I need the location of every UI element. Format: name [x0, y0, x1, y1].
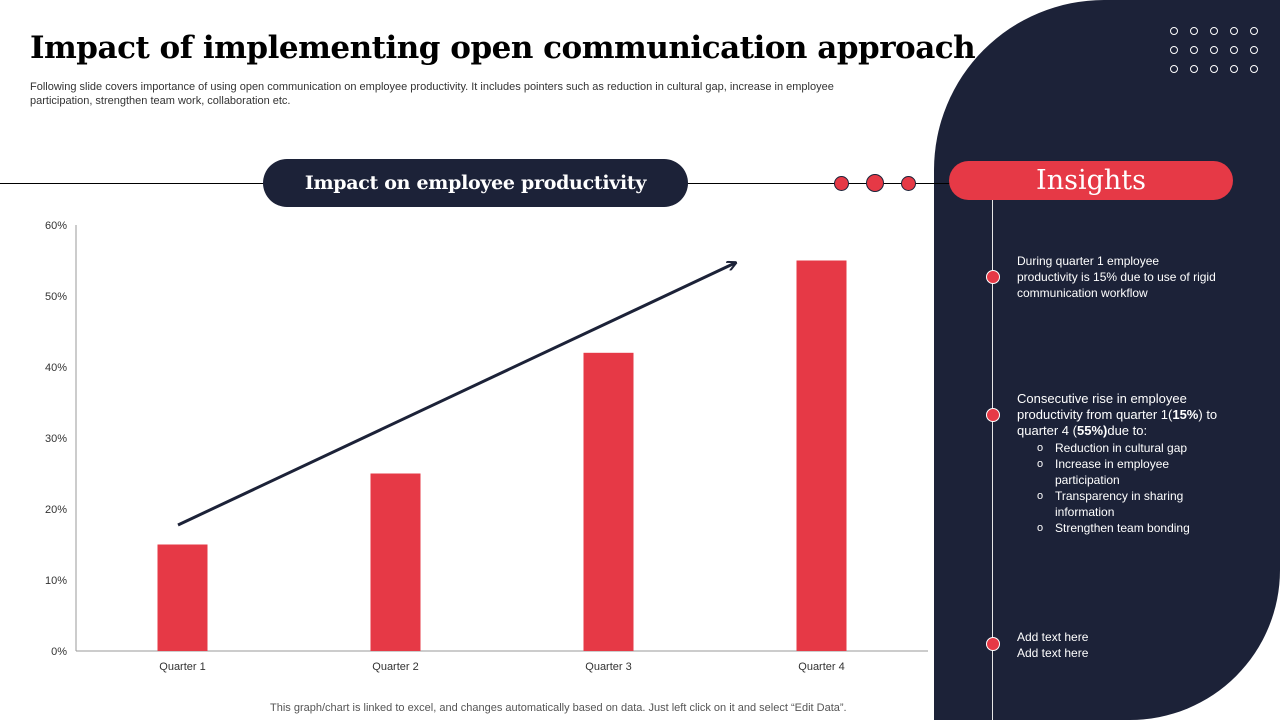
bullet-item: Strengthen team bonding: [1017, 520, 1227, 536]
bullet-item: Transparency in sharing information: [1017, 488, 1227, 520]
insight-bullets: Reduction in cultural gap Increase in em…: [1017, 440, 1227, 536]
insight-item-3: Add text here Add text here: [1017, 629, 1217, 661]
insight-marker: [986, 408, 1000, 422]
decorative-dot: [901, 176, 916, 191]
decorative-dot-grid: [1170, 27, 1258, 73]
bar: [796, 260, 847, 651]
insight-item-1: During quarter 1 employee productivity i…: [1017, 253, 1217, 301]
insight-item-2: Consecutive rise in employee productivit…: [1017, 391, 1227, 536]
placeholder-text: Add text here: [1017, 630, 1089, 644]
page-number: 40: [1243, 697, 1256, 709]
insights-heading: Insights: [949, 161, 1233, 200]
bullet-item: Reduction in cultural gap: [1017, 440, 1227, 456]
insight-text-1: During quarter 1 employee productivity i…: [1017, 254, 1216, 300]
y-tick-label: 60%: [45, 220, 67, 232]
insights-panel: [934, 0, 1280, 720]
x-tick-label: Quarter 2: [372, 661, 418, 673]
bullet-item: Increase in employee participation: [1017, 456, 1227, 488]
y-tick-label: 0%: [51, 646, 67, 658]
bar-chart: 0% 10% 20% 30% 40% 50% 60% Quarter 1 Quarter 2 Q…: [45, 220, 928, 673]
insight-marker: [986, 637, 1000, 651]
x-tick-label: Quarter 4: [798, 661, 844, 673]
y-tick-label: 30%: [45, 433, 67, 445]
bar: [583, 352, 634, 651]
y-tick-label: 10%: [45, 575, 67, 587]
x-tick-label: Quarter 3: [585, 661, 631, 673]
page-title: Impact of implementing open communicatio…: [30, 30, 976, 66]
y-tick-label: 50%: [45, 291, 67, 303]
section-heading: Impact on employee productivity: [263, 159, 688, 207]
bar: [370, 473, 421, 651]
decorative-dot: [866, 174, 884, 192]
x-tick-label: Quarter 1: [159, 661, 205, 673]
page-subtitle: Following slide covers importance of usi…: [30, 81, 834, 107]
decorative-dot: [834, 176, 849, 191]
chart-note: This graph/chart is linked to excel, and…: [270, 702, 847, 714]
insights-timeline: [992, 200, 993, 720]
insight-marker: [986, 270, 1000, 284]
y-tick-label: 20%: [45, 504, 67, 516]
trend-arrow: [177, 263, 735, 527]
bar: [157, 544, 208, 651]
placeholder-text: Add text here: [1017, 646, 1089, 660]
y-tick-label: 40%: [45, 362, 67, 374]
